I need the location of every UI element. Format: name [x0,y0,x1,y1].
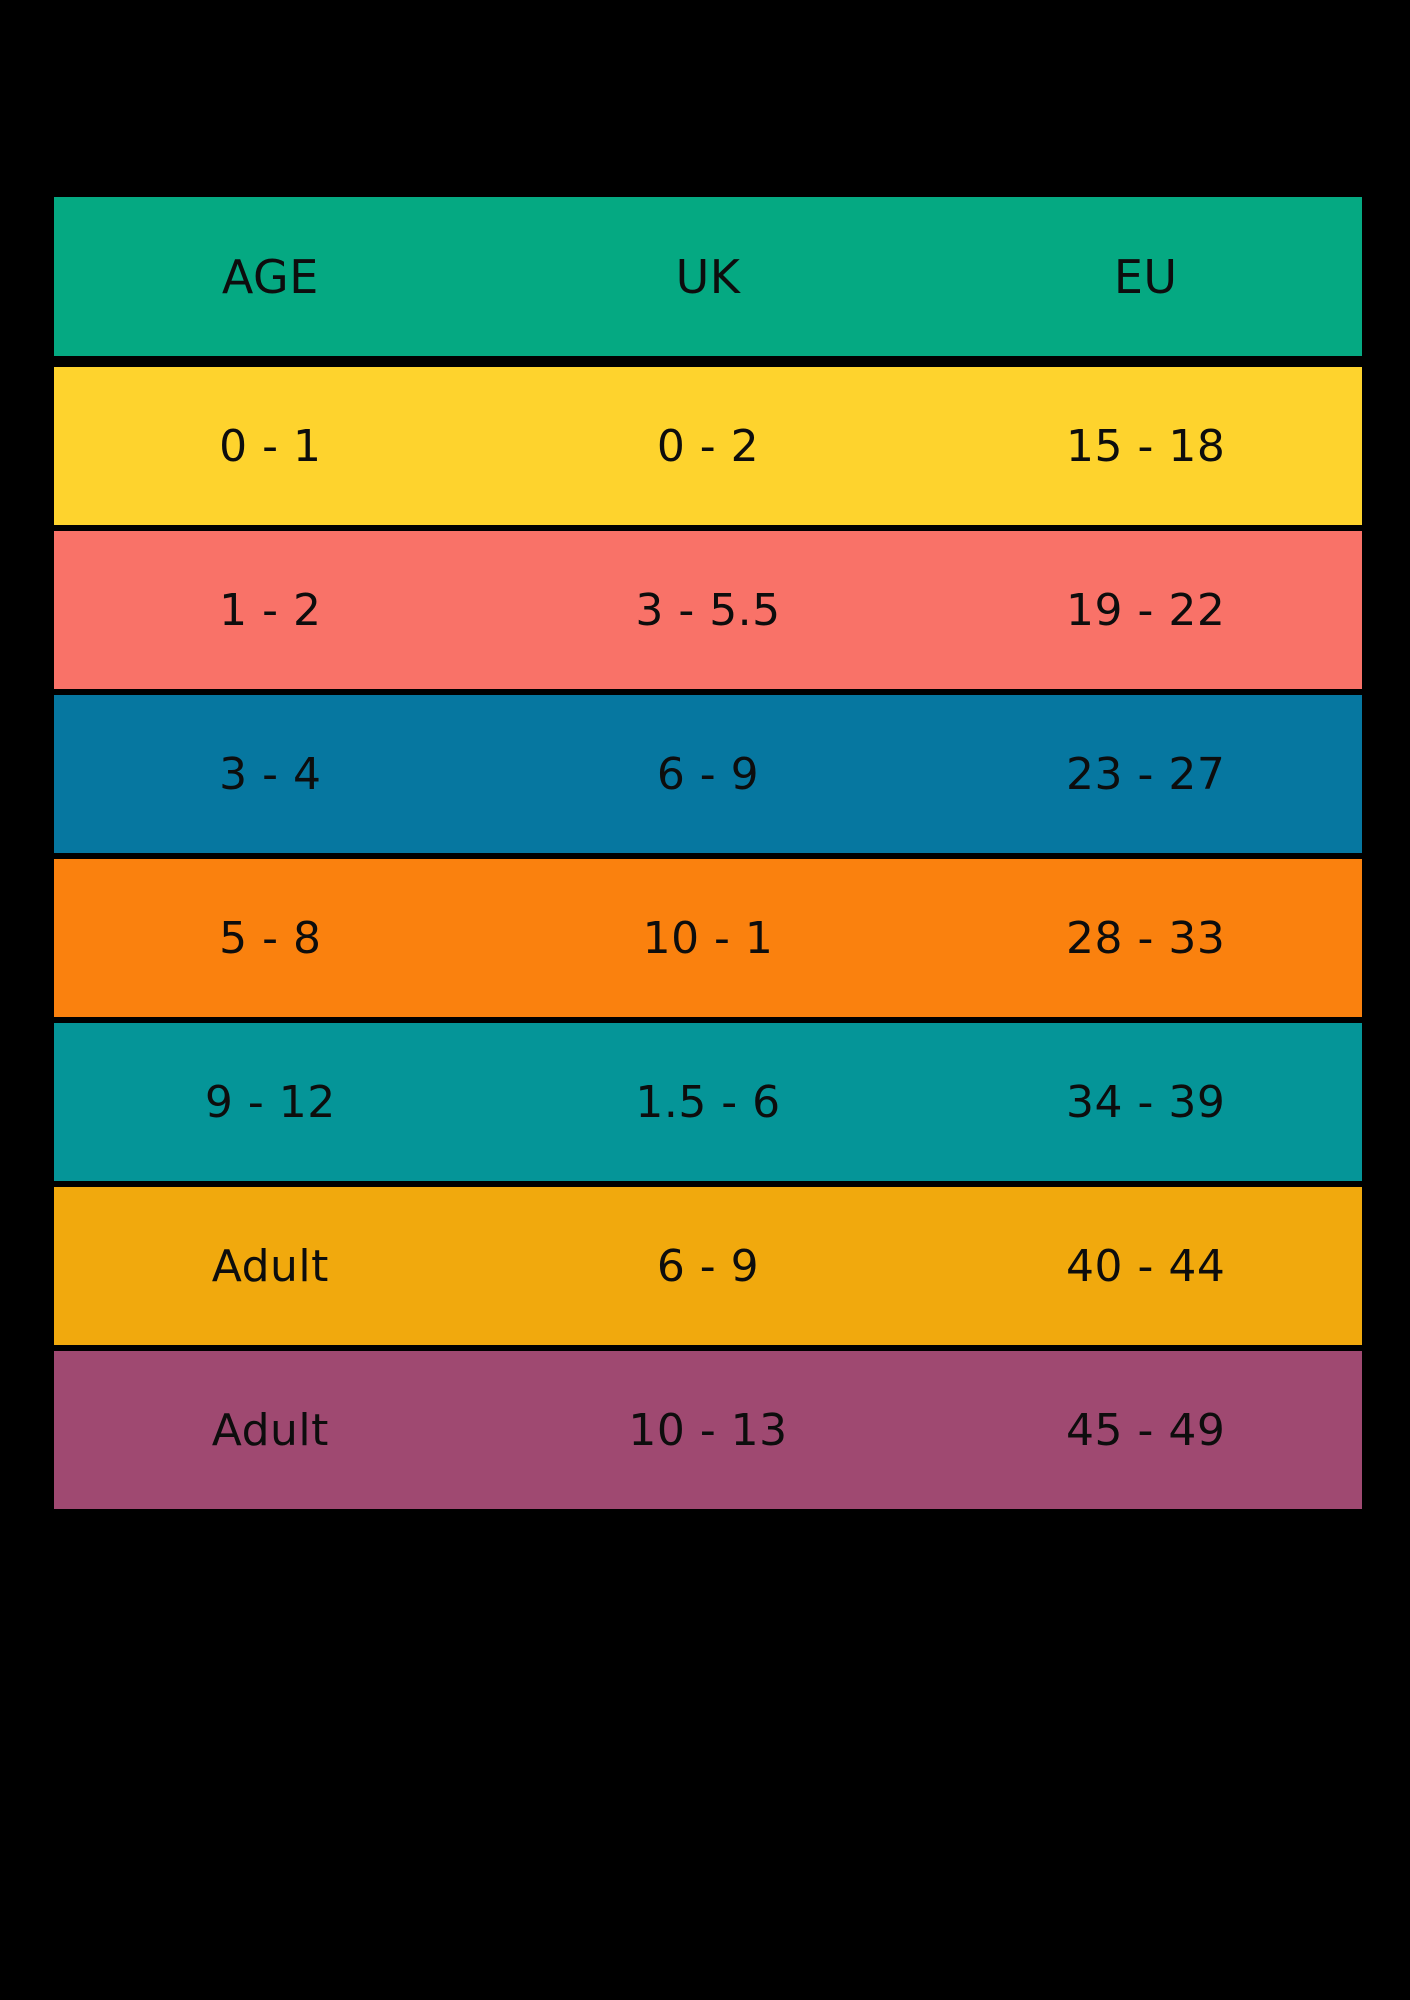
cell-uk: 10 - 1 [642,912,774,964]
cell-uk: 3 - 5.5 [635,584,781,636]
cell-age: 9 - 12 [204,1076,336,1128]
header-cell-age: AGE [221,249,319,304]
cell-uk: 0 - 2 [656,420,760,472]
table-row: Adult 6 - 9 40 - 44 [54,1187,1362,1345]
table-row: 0 - 1 0 - 2 15 - 18 [54,367,1362,525]
cell-eu: 19 - 22 [1066,584,1226,636]
cell-age: 0 - 1 [219,420,322,472]
cell-eu: 34 - 39 [1066,1076,1226,1128]
cell-age: 3 - 4 [219,748,322,800]
table-row: 5 - 8 10 - 1 28 - 33 [54,859,1362,1017]
cell-eu: 45 - 49 [1066,1404,1226,1456]
table-row: 1 - 2 3 - 5.5 19 - 22 [54,531,1362,689]
table-row: 3 - 4 6 - 9 23 - 27 [54,695,1362,853]
cell-eu: 28 - 33 [1066,912,1226,964]
cell-age: 5 - 8 [219,912,322,964]
cell-eu: 40 - 44 [1066,1240,1226,1292]
cell-uk: 1.5 - 6 [635,1076,781,1128]
header-cell-uk: UK [675,249,741,304]
cell-uk: 10 - 13 [628,1404,788,1456]
cell-uk: 6 - 9 [656,1240,760,1292]
cell-age: Adult [211,1404,329,1456]
table-header-row: AGE UK EU [54,197,1362,356]
cell-uk: 6 - 9 [656,748,760,800]
table-row: 9 - 12 1.5 - 6 34 - 39 [54,1023,1362,1181]
cell-eu: 15 - 18 [1066,420,1226,472]
cell-age: Adult [211,1240,329,1292]
cell-eu: 23 - 27 [1066,748,1226,800]
table-row: Adult 10 - 13 45 - 49 [54,1351,1362,1509]
header-cell-eu: EU [1113,249,1178,304]
cell-age: 1 - 2 [219,584,322,636]
shoe-size-table: AGE UK EU 0 - 1 0 - 2 15 - 18 1 - 2 3 - … [54,197,1362,1509]
